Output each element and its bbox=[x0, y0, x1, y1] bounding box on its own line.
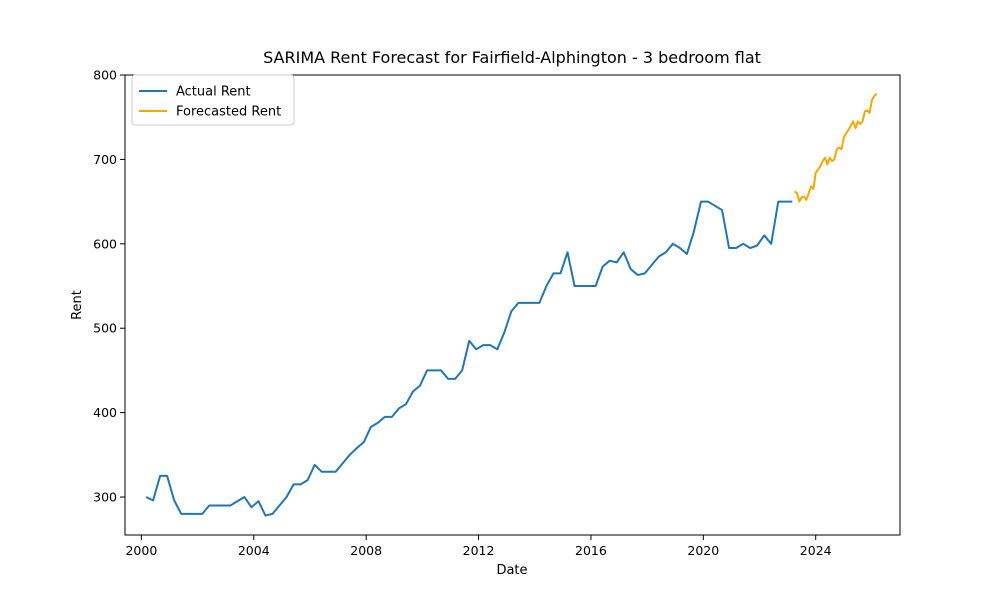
x-tick-label: 2024 bbox=[800, 543, 832, 558]
series-line-actual-rent bbox=[145, 200, 793, 517]
legend-box bbox=[131, 74, 295, 126]
series-line-forecasted-rent bbox=[794, 92, 878, 203]
chart-title: SARIMA Rent Forecast for Fairfield-Alphi… bbox=[263, 48, 761, 67]
y-tick-label: 400 bbox=[93, 405, 117, 420]
y-tick-label: 700 bbox=[93, 152, 117, 167]
x-axis-label: Date bbox=[496, 563, 527, 578]
plot-frame bbox=[124, 74, 901, 536]
legend: Actual Rent Forecasted Rent bbox=[131, 74, 295, 126]
x-tick-label: 2004 bbox=[238, 543, 270, 558]
x-tick-label: 2008 bbox=[350, 543, 382, 558]
series-layer bbox=[145, 92, 878, 517]
y-axis-label: Rent bbox=[70, 290, 85, 320]
x-tick-label: 2020 bbox=[687, 543, 719, 558]
y-tick-label: 300 bbox=[93, 490, 117, 505]
y-tick-label: 500 bbox=[93, 321, 117, 336]
x-tick-label: 2012 bbox=[463, 543, 495, 558]
y-tick-label: 600 bbox=[93, 236, 117, 251]
y-tick-label: 800 bbox=[93, 68, 117, 83]
legend-label-forecasted-rent: Forecasted Rent bbox=[176, 105, 281, 120]
x-tick-label: 2000 bbox=[125, 543, 157, 558]
legend-label-actual-rent: Actual Rent bbox=[176, 85, 251, 100]
y-axis-ticks: 300 400 500 600 700 800 bbox=[93, 68, 125, 505]
x-tick-label: 2016 bbox=[575, 543, 607, 558]
x-axis-ticks: 2000 2004 2008 2012 2016 2020 2024 bbox=[125, 535, 832, 558]
